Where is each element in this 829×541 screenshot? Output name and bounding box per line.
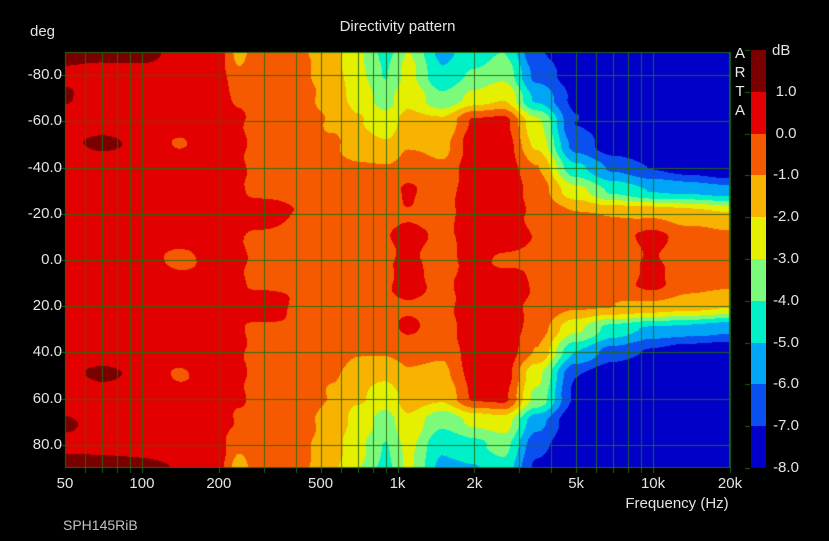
arta-watermark-letter: A bbox=[734, 102, 745, 119]
y-axis-tick-label: -40.0 bbox=[27, 158, 62, 176]
colorbar-segment bbox=[751, 426, 766, 468]
colorbar-segment bbox=[751, 384, 766, 427]
colorbar-segment bbox=[751, 91, 766, 134]
arta-watermark-letter: A bbox=[734, 45, 745, 62]
x-axis-tick-label: 50 bbox=[56, 475, 74, 492]
y-axis-tick-label: -80.0 bbox=[27, 66, 62, 84]
x-axis-title: Frequency (Hz) bbox=[625, 495, 729, 512]
colorbar-segment bbox=[751, 300, 766, 343]
colorbar-segment bbox=[751, 258, 766, 301]
arta-watermark-letter: T bbox=[735, 83, 745, 100]
arta-watermark-letter: R bbox=[734, 64, 746, 81]
x-axis-tick-label: 5k bbox=[568, 475, 585, 492]
y-axis-tick-label: -60.0 bbox=[27, 112, 62, 130]
device-label: SPH145RiB bbox=[63, 517, 138, 533]
colorbar-tick-label: 1.0 bbox=[775, 82, 797, 100]
colorbar-segment bbox=[751, 50, 766, 92]
x-axis-tick-label: 100 bbox=[129, 475, 155, 492]
colorbar-segment bbox=[751, 133, 766, 176]
x-axis-tick-label: 10k bbox=[640, 475, 666, 492]
colorbar-tick-label: -6.0 bbox=[773, 375, 799, 393]
colorbar-segment bbox=[751, 217, 766, 259]
colorbar-tick-label: -8.0 bbox=[773, 459, 799, 476]
colorbar bbox=[751, 50, 766, 468]
y-axis-unit-label: deg bbox=[30, 23, 56, 40]
y-axis-tick-label: -20.0 bbox=[27, 204, 62, 222]
x-axis-tick-label: 2k bbox=[466, 475, 483, 492]
colorbar-tick-label: -1.0 bbox=[773, 166, 799, 184]
y-axis-tick-label: 80.0 bbox=[32, 435, 62, 453]
colorbar-segment bbox=[751, 175, 766, 218]
y-axis-tick-label: 60.0 bbox=[32, 389, 62, 407]
colorbar-tick-label: 0.0 bbox=[775, 124, 797, 142]
colorbar-tick-label: -3.0 bbox=[773, 250, 799, 267]
y-axis-tick-label: 0.0 bbox=[41, 251, 62, 268]
colorbar-tick-label: -2.0 bbox=[773, 208, 799, 226]
x-axis-tick-label: 500 bbox=[308, 475, 334, 492]
colorbar-tick-label: -7.0 bbox=[773, 417, 799, 435]
y-axis-tick-label: 40.0 bbox=[32, 343, 62, 361]
colorbar-unit-label: dB bbox=[772, 42, 791, 59]
colorbar-tick-label: -5.0 bbox=[773, 333, 799, 351]
y-axis-tick-label: 20.0 bbox=[32, 297, 62, 315]
page-title: Directivity pattern bbox=[339, 18, 456, 35]
colorbar-tick-label: -4.0 bbox=[773, 291, 799, 309]
x-axis-tick-label: 20k bbox=[717, 475, 743, 492]
x-axis-tick-label: 200 bbox=[206, 475, 232, 492]
x-axis-tick-label: 1k bbox=[389, 475, 406, 492]
colorbar-segment bbox=[751, 342, 766, 385]
